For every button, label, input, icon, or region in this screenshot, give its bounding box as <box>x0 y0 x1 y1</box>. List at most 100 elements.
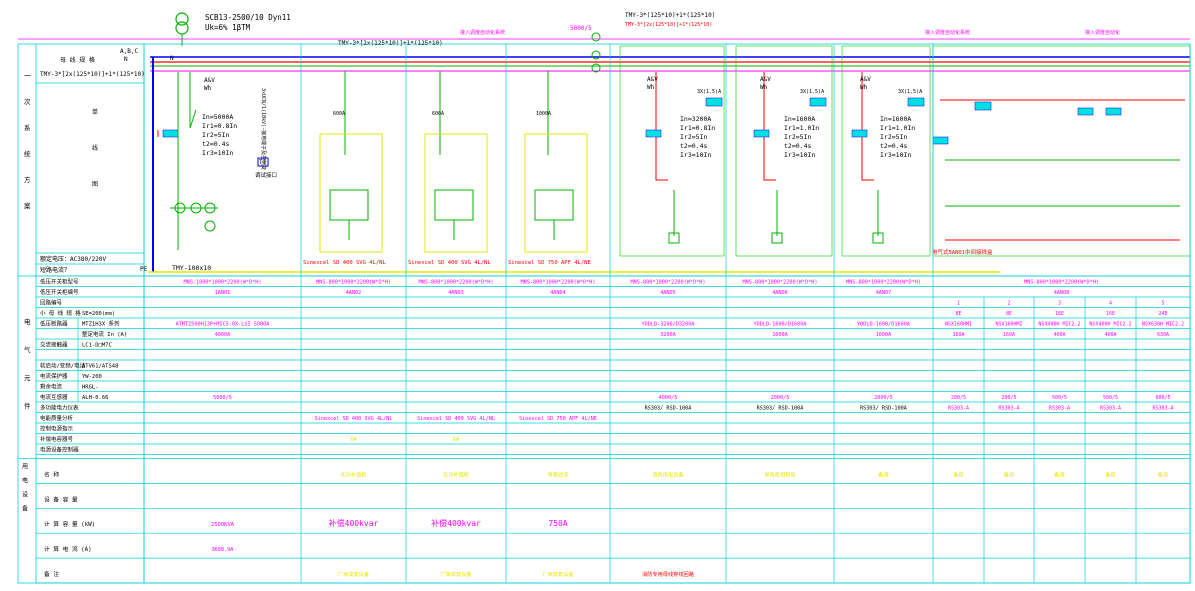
cabinet-cell: 5000/5 <box>213 395 232 401</box>
cabinet-cell: YDDLD-1600/D1600A <box>753 322 807 328</box>
row-sub-label: SE=200(mm) <box>82 311 115 317</box>
category-label: 电 <box>24 317 31 326</box>
compensator-rating: 1000A <box>536 111 551 117</box>
header-row1: 一 <box>24 72 31 80</box>
feeder-cell: 160A <box>1003 332 1015 338</box>
feeder-name: 备用 <box>1158 470 1168 478</box>
feeder-cell: 500/5 <box>1103 395 1118 401</box>
compensator-rating: 600A <box>333 111 345 117</box>
cabinet-bottom-cell: 750A <box>548 519 567 528</box>
row-sub-label: ATV61/ATS48 <box>82 364 118 370</box>
feeder-cell: NSX400H MIC2.2 <box>1089 322 1131 328</box>
row-sub-label: HRGL- <box>82 385 99 391</box>
category-label: 件 <box>24 401 31 410</box>
cabinet-cell: 6# <box>350 437 357 443</box>
top-cut-label: TMY-3*(125*10)+1*(125*10) <box>625 12 715 19</box>
cabinet-bottom-cell: 补偿400kvar <box>431 518 481 528</box>
cabinet-cells: MNS-1000*1000*2200(W*D*H) 1AN01 ATMT2500H1… <box>176 280 921 579</box>
cabinet-cell: 4AN07 <box>876 290 892 296</box>
row-label: 低压开关柜型号 <box>40 278 79 286</box>
incoming-trip-setting: Ir1=0.8In <box>202 122 237 130</box>
compensator-schematics <box>319 71 588 253</box>
incoming-meter-label: A&V <box>204 77 215 84</box>
cabinet-cell: 4000A <box>215 332 231 338</box>
table-lines <box>18 44 1191 584</box>
cabinet-cell: 4AN05 <box>660 290 676 296</box>
cabinet-cell: ATMT2500H13P+MIC5.0X-LSI 5000A <box>176 322 271 328</box>
row-label: 回路编号 <box>40 299 63 307</box>
cabinet-bottom-cell: 2500KVA <box>211 522 235 528</box>
cabinet-cell: 4AN02 <box>346 290 362 296</box>
cabinet-cell: MNS-800*1000*2200(W*D*H) <box>846 280 921 286</box>
feeder-cell: RS303-A <box>948 406 969 412</box>
feeder-name: 备用 <box>1054 470 1064 478</box>
row-sub-label: ALH-0.66 <box>82 395 109 401</box>
top-cabinet-note: TMY-3*[2x(125*10)]+1*(125*10) <box>625 22 712 28</box>
cabinet-cell: 4AN03 <box>448 290 464 296</box>
grid-frame <box>17 38 1191 584</box>
compensator-label: Sinexcel SD 750 APF 4L/NE <box>508 260 591 266</box>
busbar-spec-value: TMY-3*[2x(125*10)]+1*(125*10) <box>40 71 145 78</box>
feeder-cell: RS303-A <box>998 406 1019 412</box>
cabinet-cell: Sinexcel SD 750 APF 4L/NE <box>519 416 597 422</box>
cabinet-cell: Sinexcel SD 400 SVG 4L/NL <box>314 416 392 422</box>
feeder-cell: 1 <box>957 301 960 307</box>
row-sub-label: LC1-D□M7C <box>82 343 112 349</box>
incoming-schematic <box>157 72 269 250</box>
cabinet-bottom-cell: 有源滤波 <box>548 470 570 478</box>
row-label: 多功能电力仪表 <box>40 404 79 412</box>
compensator-2 <box>424 71 488 253</box>
compensator-1 <box>319 71 383 253</box>
cabinet-cell: YDDLD-1600/D1600A <box>857 322 911 328</box>
main-scheme-char: 统 <box>24 149 31 158</box>
f5-setting: In=3200A <box>680 115 711 123</box>
top-magenta-note-right-b: 接入调度自动化 <box>1085 29 1120 36</box>
cabinet-bottom-cell: 无功补偿柜 <box>341 470 367 478</box>
f7-setting: In=1600A <box>880 115 911 123</box>
feeder-cell: 630A <box>1157 332 1169 338</box>
bus-label-n2: N <box>170 55 174 62</box>
cabinet-cell: Sinexcel SD 400 SVG 4L/NL <box>417 416 495 422</box>
cabinet-bottom-cell: 厂家成套设备 <box>338 570 370 578</box>
test-label: 调试接口 <box>255 171 277 179</box>
f7-setting: t2=0.4s <box>880 142 907 150</box>
cabinet-bottom-cell: 厂家成套设备 <box>440 570 472 578</box>
cabinet-cell: 6# <box>453 437 460 443</box>
feeder-cell: RS303-A <box>1100 406 1121 412</box>
f5-setting: t2=0.4s <box>680 142 707 150</box>
feeder-cell: NSX630H MIC2.2 <box>1142 322 1184 328</box>
f5-setting: Ir2=5In <box>680 133 707 141</box>
meter-label: Wh <box>760 84 768 91</box>
main-scheme-char: 方 <box>24 175 31 184</box>
row-label: 低压开关柜编号 <box>40 288 79 296</box>
feeder-cell: 160A <box>952 332 964 338</box>
incoming-meter-label: Wh <box>204 85 212 92</box>
feeder-7 <box>841 45 931 257</box>
cabinet-cell: MNS-800*1000*2200(W*D*H) <box>316 280 391 286</box>
cabinet-bottom-cell: 厂家成套设备 <box>542 570 574 578</box>
row-label: 低压断路器 <box>40 320 68 328</box>
feeder-cell: 200/5 <box>951 395 966 401</box>
single-line-label: 单 线 图 <box>92 108 98 188</box>
row-sub-label: MTZ1H3X 系列 <box>82 320 120 328</box>
row-label: 控制电源指示 <box>40 425 74 433</box>
cabinet-cell: 1600A <box>772 332 788 338</box>
single-line-char: 单 <box>92 108 98 116</box>
incoming-trip-setting: In=5000A <box>202 113 233 121</box>
compensator-label: Sinexcel SD 400 SVG 4L/NL <box>303 260 386 266</box>
single-line-char: 线 <box>92 144 98 152</box>
f6-setting: t2=0.4s <box>784 142 811 150</box>
cabinet-cell: YDDLD-3200/D3200A <box>641 322 695 328</box>
incoming-trip-setting: Ir3=10In <box>202 149 233 157</box>
bottom-row-label: 计 算 电 流 (A) <box>44 545 92 553</box>
category-label: 气 <box>24 345 31 354</box>
bottom-row-label: 备 注 <box>44 570 59 578</box>
f5-setting: Ir3=10In <box>680 151 711 159</box>
feeder-cell: 16E <box>1106 311 1115 317</box>
feeder-cell: 3 <box>1058 301 1061 307</box>
cabinet-cell: MNS-800*1000*2200(W*D*H) <box>743 280 818 286</box>
top-right-ct-label: 5000/5 <box>570 25 592 32</box>
cabinet-cell: 4000/5 <box>659 395 678 401</box>
